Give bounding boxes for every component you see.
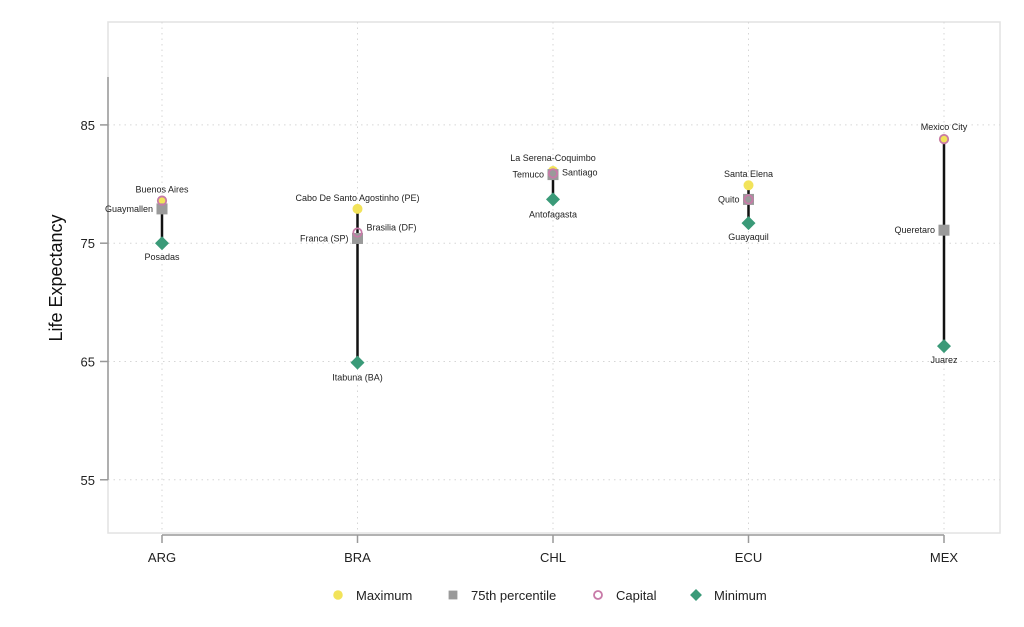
y-axis-label: Life Expectancy [46, 214, 66, 341]
plot-area [107, 21, 1001, 534]
legend-label: Capital [616, 588, 657, 603]
maximum-marker-bra [352, 203, 363, 214]
point-label: Posadas [144, 252, 180, 262]
point-label: Santa Elena [724, 169, 773, 179]
point-label: Guaymallen [105, 204, 153, 214]
legend-item-75th-percentile: 75th percentile [448, 588, 556, 603]
75th-percentile-marker-bra [352, 232, 363, 244]
minimum-marker-mex [937, 339, 951, 354]
minimum-marker-bra [350, 355, 365, 370]
point-label: Santiago [562, 167, 598, 177]
x-tick-label-arg: ARG [148, 550, 176, 565]
point-label: Guayaquil [728, 232, 769, 242]
point-label: Quito [718, 194, 740, 204]
minimum-marker-chl [546, 192, 560, 207]
point-label: Itabuna (BA) [332, 373, 383, 383]
y-tick-label: 75 [81, 236, 95, 251]
point-label: Antofagasta [529, 209, 577, 219]
capital-marker-arg [156, 195, 168, 206]
legend-label: Minimum [714, 588, 767, 603]
gridlines [108, 22, 1000, 533]
x-tick-label-bra: BRA [344, 550, 371, 565]
legend-marker [333, 590, 343, 600]
y-tick-label: 85 [81, 118, 95, 133]
legend-item-maximum: Maximum [333, 588, 412, 603]
75th-percentile-marker-mex [938, 224, 950, 236]
capital-marker-mex [938, 134, 950, 145]
point-label: Mexico City [921, 122, 968, 132]
legend-marker [448, 590, 458, 600]
x-tick-label-mex: MEX [930, 550, 959, 565]
point-label: Brasilia (DF) [367, 223, 417, 233]
point-label: Buenos Aires [135, 185, 189, 195]
y-tick-label: 55 [81, 473, 95, 488]
axes: 55 65 75 85 ARG BRA CHL ECU MEX [81, 77, 959, 565]
capital-marker-chl [547, 168, 559, 179]
minimum-marker-arg [155, 236, 169, 251]
legend-marker [690, 589, 702, 601]
legend-label: Maximum [356, 588, 412, 603]
point-label: La Serena-Coquimbo [510, 153, 596, 163]
x-tick-label-chl: CHL [540, 550, 566, 565]
75th-percentile-marker-chl [547, 169, 559, 181]
maximum-marker-ecu [743, 180, 754, 191]
75th-percentile-marker-arg [156, 203, 168, 215]
capital-marker-bra [352, 227, 363, 238]
markers [155, 134, 951, 370]
point-label: Queretaro [894, 225, 935, 235]
point-label: Franca (SP) [300, 233, 349, 243]
point-label: Temuco [512, 170, 544, 180]
x-tick-label-ecu: ECU [735, 550, 762, 565]
legend-marker [593, 590, 603, 600]
legend-item-minimum: Minimum [690, 588, 767, 603]
legend-label: 75th percentile [471, 588, 556, 603]
point-label: Juarez [930, 355, 958, 365]
minimum-marker-ecu [741, 216, 756, 231]
point-labels: Buenos Aires Cabo De Santo Agostinho (PE)… [105, 122, 968, 383]
capital-marker-ecu [743, 194, 754, 205]
75th-percentile-marker-ecu [743, 193, 754, 205]
y-tick-label: 65 [81, 354, 95, 369]
legend-item-capital: Capital [593, 588, 657, 603]
point-label: Cabo De Santo Agostinho (PE) [295, 193, 419, 203]
legend: Maximum 75th percentile Capital Minimum [333, 588, 767, 603]
